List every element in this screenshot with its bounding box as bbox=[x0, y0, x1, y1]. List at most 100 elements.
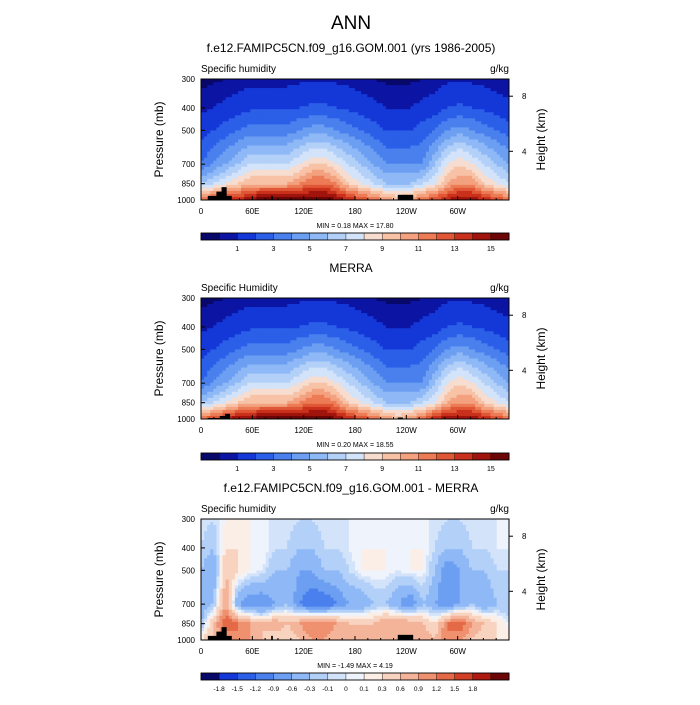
heatmap-cell bbox=[337, 194, 341, 198]
heatmap-cell bbox=[330, 307, 334, 311]
heatmap-cell bbox=[398, 179, 402, 183]
heatmap-cell bbox=[241, 91, 245, 95]
heatmap-cell bbox=[420, 170, 424, 174]
heatmap-cell bbox=[340, 164, 344, 168]
heatmap-cell bbox=[250, 97, 254, 101]
heatmap-cell bbox=[478, 310, 482, 314]
heatmap-cell bbox=[444, 100, 448, 104]
heatmap-cell bbox=[250, 304, 254, 308]
heatmap-cell bbox=[263, 173, 267, 177]
heatmap-cell bbox=[296, 82, 300, 86]
heatmap-cell bbox=[337, 94, 341, 98]
heatmap-cell bbox=[321, 316, 325, 320]
heatmap-cell bbox=[296, 316, 300, 320]
heatmap-cell bbox=[213, 155, 217, 159]
heatmap-cell bbox=[343, 124, 347, 128]
heatmap-cell bbox=[337, 133, 341, 137]
heatmap-cell bbox=[210, 182, 214, 186]
heatmap-cell bbox=[429, 152, 433, 156]
heatmap-cell bbox=[478, 143, 482, 147]
heatmap-cell bbox=[460, 82, 464, 86]
heatmap-cell bbox=[469, 173, 473, 177]
heatmap-cell bbox=[210, 304, 214, 308]
heatmap-cell bbox=[414, 322, 418, 326]
heatmap-cell bbox=[290, 88, 294, 92]
heatmap-cell bbox=[364, 191, 368, 195]
heatmap-cell bbox=[454, 149, 458, 153]
heatmap-cell bbox=[306, 158, 310, 162]
heatmap-cell bbox=[377, 115, 381, 119]
heatmap-cell bbox=[435, 82, 439, 86]
heatmap-cell bbox=[469, 194, 473, 198]
heatmap-cell bbox=[386, 109, 390, 113]
heatmap-cell bbox=[383, 304, 387, 308]
heatmap-cell bbox=[395, 133, 399, 137]
heatmap-cell bbox=[232, 155, 236, 159]
heatmap-cell bbox=[278, 146, 282, 150]
heatmap-cell bbox=[340, 191, 344, 195]
heatmap-cell bbox=[386, 310, 390, 314]
heatmap-cell bbox=[380, 298, 384, 302]
heatmap-cell bbox=[469, 103, 473, 107]
heatmap-cell bbox=[327, 170, 331, 174]
heatmap-cell bbox=[238, 161, 242, 165]
heatmap-cell bbox=[201, 307, 205, 311]
heatmap-cell bbox=[475, 124, 479, 128]
heatmap-cell bbox=[235, 298, 239, 302]
heatmap-cell bbox=[429, 176, 433, 180]
heatmap-cell bbox=[450, 316, 454, 320]
heatmap-cell bbox=[256, 136, 260, 140]
heatmap-cell bbox=[201, 298, 205, 302]
heatmap-cell bbox=[256, 322, 260, 326]
heatmap-cell bbox=[417, 194, 421, 198]
heatmap-cell bbox=[373, 97, 377, 101]
heatmap-cell bbox=[300, 188, 304, 192]
heatmap-cell bbox=[207, 152, 211, 156]
heatmap-cell bbox=[377, 149, 381, 153]
heatmap-cell bbox=[337, 179, 341, 183]
heatmap-cell bbox=[460, 115, 464, 119]
heatmap-cell bbox=[401, 149, 405, 153]
heatmap-cell bbox=[497, 307, 501, 311]
heatmap-cell bbox=[414, 319, 418, 323]
heatmap-cell bbox=[346, 191, 350, 195]
heatmap-cell bbox=[201, 155, 205, 159]
heatmap-cell bbox=[423, 319, 427, 323]
heatmap-cell bbox=[330, 188, 334, 192]
heatmap-cell bbox=[293, 136, 297, 140]
heatmap-cell bbox=[219, 121, 223, 125]
heatmap-cell bbox=[364, 149, 368, 153]
heatmap-cell bbox=[478, 188, 482, 192]
heatmap-cell bbox=[478, 185, 482, 189]
heatmap-cell bbox=[284, 182, 288, 186]
heatmap-cell bbox=[219, 136, 223, 140]
heatmap-cell bbox=[417, 79, 421, 83]
heatmap-cell bbox=[377, 167, 381, 171]
heatmap-cell bbox=[444, 313, 448, 317]
heatmap-cell bbox=[469, 118, 473, 122]
heatmap-cell bbox=[500, 158, 504, 162]
heatmap-cell bbox=[219, 170, 223, 174]
heatmap-cell bbox=[457, 133, 461, 137]
heatmap-cell bbox=[333, 167, 337, 171]
heatmap-cell bbox=[247, 170, 251, 174]
heatmap-cell bbox=[487, 158, 491, 162]
heatmap-cell bbox=[364, 310, 368, 314]
heatmap-cell bbox=[352, 149, 356, 153]
heatmap-cell bbox=[284, 164, 288, 168]
heatmap-cell bbox=[410, 179, 414, 183]
heatmap-cell bbox=[256, 191, 260, 195]
heatmap-cell bbox=[475, 79, 479, 83]
heatmap-cell bbox=[296, 170, 300, 174]
heatmap-cell bbox=[457, 316, 461, 320]
heatmap-cell bbox=[460, 185, 464, 189]
heatmap-cell bbox=[367, 88, 371, 92]
heatmap-cell bbox=[250, 140, 254, 144]
heatmap-cell bbox=[324, 109, 328, 113]
heatmap-cell bbox=[287, 155, 291, 159]
heatmap-cell bbox=[466, 188, 470, 192]
heatmap-cell bbox=[469, 136, 473, 140]
heatmap-cell bbox=[444, 182, 448, 186]
heatmap-cell bbox=[309, 322, 313, 326]
heatmap-cell bbox=[223, 115, 227, 119]
